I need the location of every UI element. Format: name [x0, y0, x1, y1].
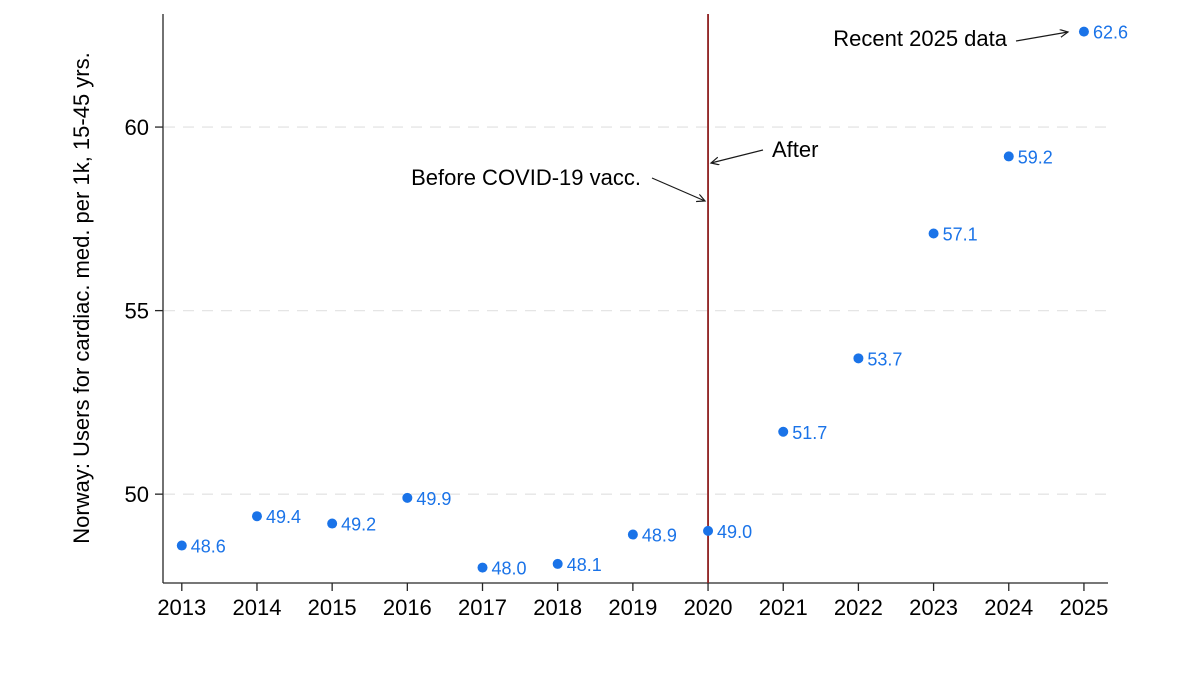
data-point-label-2018: 48.1: [567, 555, 602, 575]
data-point-label-2021: 51.7: [792, 423, 827, 443]
x-tick-label-2018: 2018: [533, 595, 582, 620]
data-point-label-2019: 48.9: [642, 526, 677, 546]
y-axis-title: Norway: Users for cardiac. med. per 1k, …: [69, 52, 94, 544]
data-point-label-2024: 59.2: [1018, 147, 1053, 167]
y-tick-label-55: 55: [125, 299, 149, 324]
data-point-label-2017: 48.0: [492, 559, 527, 579]
annotation-arrow-before: [651, 177, 705, 201]
x-tick-label-2016: 2016: [383, 595, 432, 620]
x-tick-label-2023: 2023: [909, 595, 958, 620]
data-point-2025: [1078, 26, 1089, 37]
data-point-2014: [251, 511, 262, 522]
x-tick-label-2021: 2021: [759, 595, 808, 620]
data-point-2016: [402, 492, 413, 503]
y-tick-label-50: 50: [125, 482, 149, 507]
data-point-label-2015: 49.2: [341, 515, 376, 535]
data-point-2018: [552, 558, 563, 569]
annotation-arrow-after: [711, 149, 764, 163]
data-point-2013: [176, 540, 187, 551]
annotation-before-covid-vacc: Before COVID-19 vacc.: [411, 165, 641, 190]
data-point-2022: [853, 353, 864, 364]
x-tick-label-2017: 2017: [458, 595, 507, 620]
data-point-2015: [327, 518, 338, 529]
data-point-label-2016: 49.9: [416, 489, 451, 509]
x-tick-label-2022: 2022: [834, 595, 883, 620]
x-tick-label-2019: 2019: [608, 595, 657, 620]
x-tick-label-2025: 2025: [1059, 595, 1108, 620]
x-tick-label-2020: 2020: [684, 595, 733, 620]
data-point-2023: [928, 228, 939, 239]
data-point-label-2020: 49.0: [717, 522, 752, 542]
x-tick-label-2024: 2024: [984, 595, 1033, 620]
data-point-2020: [703, 525, 714, 536]
annotation-arrow-recent: [1015, 32, 1068, 42]
data-point-2021: [778, 426, 789, 437]
y-tick-label-60: 60: [125, 115, 149, 140]
annotation-recent-2025-data: Recent 2025 data: [833, 26, 1007, 51]
data-point-label-2022: 53.7: [867, 349, 902, 369]
data-point-2024: [1003, 151, 1014, 162]
data-point-2019: [627, 529, 638, 540]
data-point-2017: [477, 562, 488, 573]
data-point-label-2025: 62.6: [1093, 23, 1128, 43]
x-tick-label-2015: 2015: [308, 595, 357, 620]
data-point-label-2014: 49.4: [266, 507, 301, 527]
x-tick-label-2013: 2013: [157, 595, 206, 620]
x-tick-label-2014: 2014: [232, 595, 281, 620]
data-point-label-2023: 57.1: [943, 225, 978, 245]
annotation-after: After: [772, 137, 819, 162]
data-point-label-2013: 48.6: [191, 537, 226, 557]
